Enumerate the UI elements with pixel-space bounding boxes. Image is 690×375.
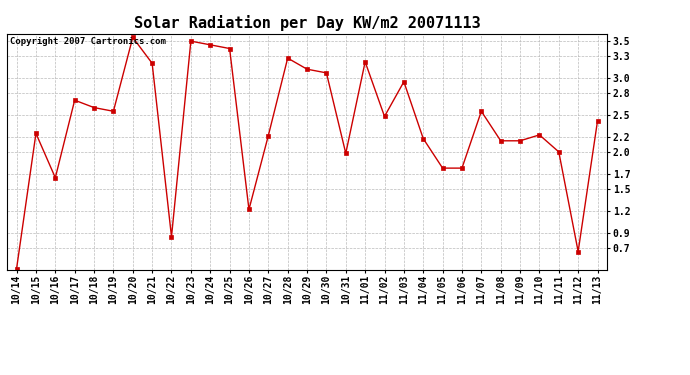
Title: Solar Radiation per Day KW/m2 20071113: Solar Radiation per Day KW/m2 20071113	[134, 15, 480, 31]
Text: Copyright 2007 Cartronics.com: Copyright 2007 Cartronics.com	[10, 37, 166, 46]
